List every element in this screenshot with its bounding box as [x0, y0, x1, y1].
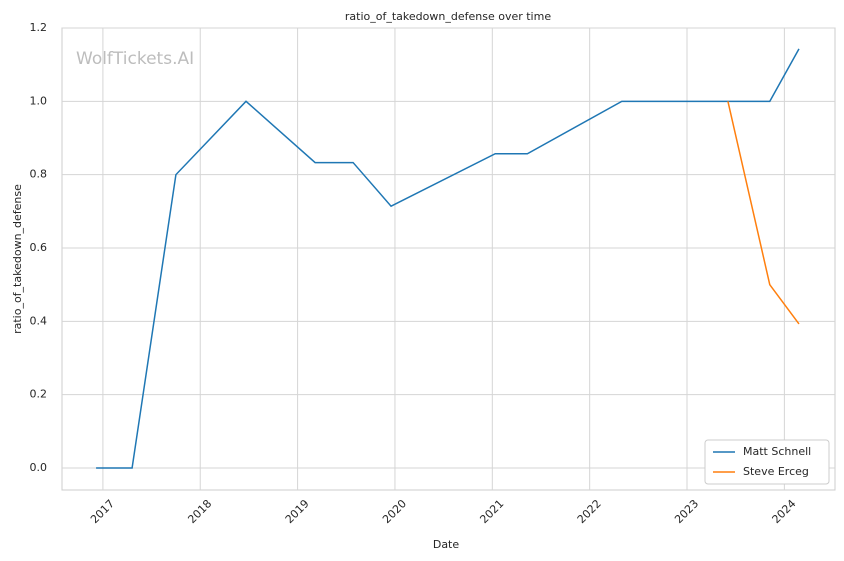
x-tick-label: 2017	[88, 497, 117, 526]
series-line	[727, 101, 800, 325]
legend-label: Steve Erceg	[743, 465, 809, 478]
y-tick-label: 0.0	[30, 461, 48, 474]
chart-title: ratio_of_takedown_defense over time	[345, 10, 551, 23]
x-axis-label: Date	[433, 538, 460, 551]
x-tick-label: 2021	[477, 497, 506, 526]
x-tick-label: 2024	[770, 497, 799, 526]
x-tick-label: 2023	[672, 497, 701, 526]
legend-label: Matt Schnell	[743, 445, 811, 458]
y-tick-label: 0.2	[30, 388, 48, 401]
x-tick-label: 2018	[185, 497, 214, 526]
y-tick-label: 0.4	[30, 314, 48, 327]
series-line	[96, 48, 800, 469]
plot-area	[61, 27, 836, 491]
watermark: WolfTickets.AI	[76, 49, 194, 69]
x-tick-label: 2022	[575, 497, 604, 526]
y-tick-label: 0.6	[30, 241, 48, 254]
x-tick-label: 2020	[380, 497, 409, 526]
y-axis-label: ratio_of_takedown_defense	[11, 184, 24, 334]
legend-box	[704, 439, 830, 485]
y-tick-label: 1.2	[30, 21, 48, 34]
y-tick-label: 1.0	[30, 94, 48, 107]
x-tick-label: 2019	[283, 497, 312, 526]
y-tick-label: 0.8	[30, 168, 48, 181]
